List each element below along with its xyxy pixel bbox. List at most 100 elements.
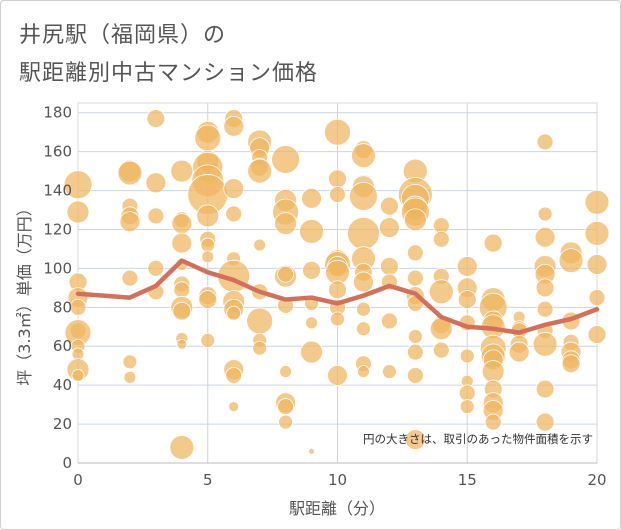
data-bubble: [535, 379, 555, 399]
data-bubble: [71, 369, 85, 382]
data-bubble: [63, 170, 93, 200]
data-bubble: [252, 340, 268, 356]
data-bubble: [223, 115, 245, 137]
data-bubble: [432, 230, 450, 248]
data-bubble: [456, 256, 478, 277]
data-bubble: [327, 365, 348, 386]
data-bubble: [357, 365, 370, 378]
axis-tick-labels: 0 20 40 60 80 100 120 140 160 180 0 5 10 15 20: [43, 104, 606, 489]
data-bubble: [406, 367, 424, 384]
data-bubble: [588, 289, 606, 306]
data-bubble: [196, 204, 220, 228]
data-bubble: [484, 413, 502, 431]
data-bubble: [228, 401, 240, 412]
bubble-series: [63, 109, 610, 460]
x-axis-label: 駅距離（分）: [289, 499, 385, 518]
data-bubble: [173, 281, 191, 299]
data-bubble: [225, 367, 243, 384]
data-bubble: [300, 340, 323, 364]
data-bubble: [558, 248, 584, 274]
data-bubble: [169, 435, 195, 460]
data-bubble: [483, 233, 503, 253]
data-bubble: [117, 160, 143, 186]
x-tick-label: 20: [587, 471, 606, 489]
data-bubble: [226, 305, 242, 321]
data-bubble: [119, 211, 141, 233]
data-bubble: [121, 269, 139, 287]
data-bubble: [122, 354, 138, 370]
data-bubble: [356, 301, 371, 317]
data-bubble: [403, 208, 427, 232]
data-bubble: [277, 265, 295, 283]
x-tick-label: 5: [203, 471, 213, 489]
data-bubble: [586, 254, 608, 275]
x-tick-label: 0: [73, 471, 83, 489]
data-bubble: [508, 341, 530, 363]
trend-line-series: [75, 258, 600, 335]
data-bubble: [536, 300, 554, 318]
data-bubble: [308, 447, 315, 455]
data-bubble: [171, 213, 193, 235]
y-tick-label: 160: [43, 143, 72, 161]
data-bubble: [459, 348, 475, 364]
data-bubble: [330, 311, 345, 327]
data-bubble: [481, 360, 505, 383]
data-bubble: [532, 331, 558, 357]
data-bubble: [171, 232, 193, 254]
data-bubble: [536, 133, 554, 151]
data-bubble: [299, 219, 324, 244]
data-bubble: [458, 384, 476, 402]
data-bubble: [278, 414, 294, 430]
data-bubble: [379, 196, 399, 216]
data-bubble: [349, 182, 378, 211]
data-bubble: [406, 269, 424, 287]
data-bubble: [587, 325, 607, 344]
data-bubble: [147, 207, 165, 225]
y-tick-label: 180: [43, 104, 72, 122]
y-tick-label: 20: [53, 415, 72, 433]
data-bubble: [379, 257, 399, 276]
data-bubble: [584, 189, 610, 215]
y-tick-label: 0: [62, 454, 72, 472]
data-bubble: [247, 158, 273, 184]
data-bubble: [172, 301, 192, 321]
data-bubble: [277, 398, 295, 415]
data-bubble: [584, 220, 610, 246]
data-bubble: [305, 316, 318, 330]
x-tick-label: 15: [458, 471, 477, 489]
data-bubble: [561, 354, 581, 374]
data-bubble: [194, 124, 222, 152]
data-bubble: [274, 212, 298, 236]
data-bubble: [200, 237, 216, 253]
data-bubble: [66, 200, 90, 224]
data-bubble: [535, 412, 555, 432]
y-tick-label: 60: [53, 337, 72, 355]
data-bubble: [200, 333, 216, 348]
data-bubble: [380, 312, 398, 330]
y-tick-label: 40: [53, 376, 72, 394]
data-bubble: [170, 159, 194, 183]
x-tick-label: 10: [328, 471, 347, 489]
data-bubble: [246, 307, 274, 335]
data-bubble: [328, 280, 347, 300]
data-bubble: [201, 250, 215, 264]
data-bubble: [381, 364, 397, 379]
data-bubble: [301, 187, 322, 209]
y-tick-label: 80: [53, 298, 72, 316]
data-bubble: [432, 341, 450, 359]
data-bubble: [146, 109, 166, 128]
data-bubble: [406, 244, 424, 262]
data-bubble: [428, 279, 454, 305]
data-bubble: [356, 321, 371, 337]
chart-title-line1: 井尻駅（福岡県）の: [19, 23, 227, 48]
data-bubble: [407, 329, 423, 344]
data-bubble: [123, 370, 137, 384]
y-axis-label: 坪（3.3㎡）単価（万円）: [15, 200, 34, 385]
data-bubble: [404, 429, 426, 451]
data-bubble: [147, 260, 165, 277]
data-bubble: [145, 172, 167, 194]
data-bubble: [253, 238, 267, 252]
data-bubble: [198, 290, 218, 309]
data-bubble: [535, 278, 555, 298]
data-bubble: [459, 399, 475, 414]
